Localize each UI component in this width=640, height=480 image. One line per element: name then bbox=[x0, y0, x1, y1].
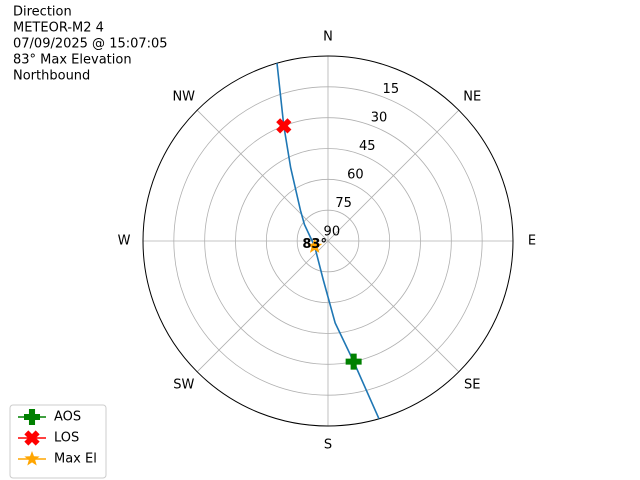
title-line: 07/09/2025 @ 15:07:05 bbox=[13, 37, 168, 52]
title-line: METEOR-M2 4 bbox=[13, 21, 104, 36]
y-tick-label: 90 bbox=[324, 224, 341, 239]
x-tick-label: SW bbox=[173, 378, 194, 393]
grid-spoke bbox=[327, 109, 460, 242]
x-tick-label: NW bbox=[172, 89, 195, 104]
y-tick-label: 45 bbox=[359, 139, 376, 154]
title-line: Northbound bbox=[13, 69, 90, 84]
y-tick-label: 60 bbox=[347, 167, 364, 182]
aos-marker bbox=[24, 409, 40, 425]
track-line bbox=[276, 63, 380, 420]
x-tick-label: W bbox=[118, 234, 131, 249]
max-el-marker bbox=[307, 238, 323, 253]
grid-spoke bbox=[196, 240, 329, 373]
legend-label: LOS bbox=[54, 431, 79, 446]
aos-marker bbox=[345, 353, 362, 370]
x-tick-label: S bbox=[324, 438, 332, 453]
y-tick-label: 75 bbox=[335, 196, 352, 211]
grid-spoke bbox=[196, 109, 329, 242]
y-tick-label: 15 bbox=[383, 82, 400, 97]
title-line: 83° Max Elevation bbox=[13, 53, 132, 68]
max-el-marker bbox=[24, 451, 40, 466]
los-marker bbox=[24, 430, 40, 446]
x-tick-label: E bbox=[528, 234, 536, 249]
y-tick-label: 30 bbox=[371, 110, 388, 125]
grid-spoke bbox=[327, 240, 460, 373]
legend-label: AOS bbox=[54, 410, 81, 425]
x-tick-label: N bbox=[323, 30, 333, 45]
los-marker bbox=[276, 118, 292, 134]
annotation: 83° bbox=[302, 237, 327, 252]
legend-label: Max El bbox=[54, 452, 97, 467]
x-tick-label: SE bbox=[464, 378, 480, 393]
polar-frame bbox=[142, 55, 514, 427]
x-tick-label: NE bbox=[463, 89, 481, 104]
title-line: Direction bbox=[13, 5, 72, 20]
